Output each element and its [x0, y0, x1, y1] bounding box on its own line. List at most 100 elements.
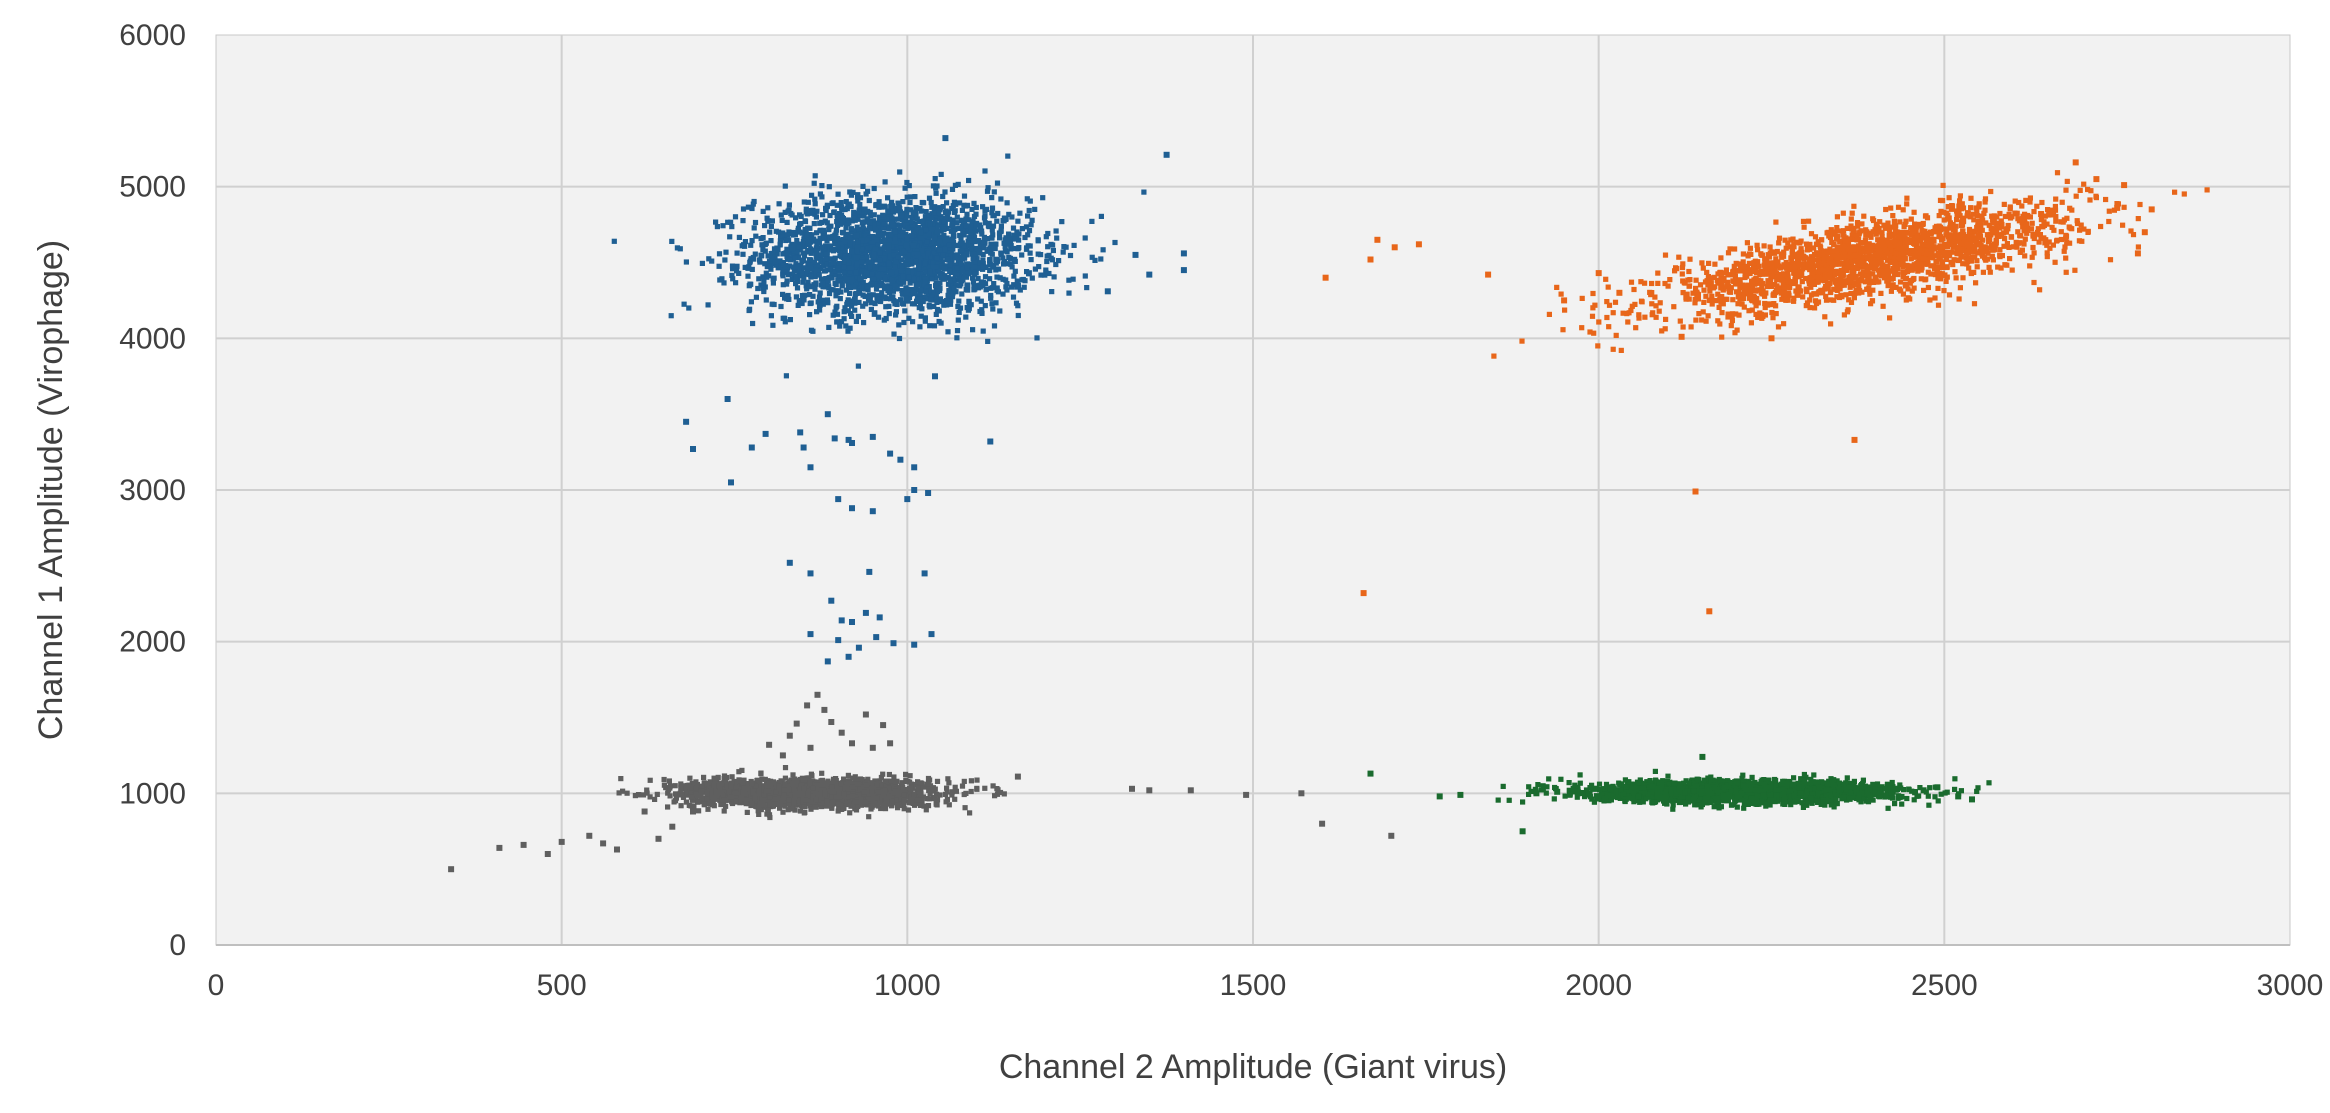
data-point [1590, 290, 1596, 297]
data-point [926, 288, 932, 294]
data-point [916, 305, 922, 311]
data-point [1776, 274, 1783, 280]
data-point [1595, 270, 1602, 277]
data-point [904, 209, 910, 215]
data-point [1935, 275, 1941, 281]
data-point [932, 204, 938, 210]
data-point [987, 257, 993, 264]
data-point [882, 294, 888, 300]
data-point [701, 785, 708, 791]
data-point [1834, 225, 1840, 231]
data-point [909, 301, 915, 307]
data-point [683, 259, 689, 265]
data-point [901, 248, 907, 255]
data-point [1737, 268, 1743, 274]
data-point [1560, 327, 1566, 333]
data-point [1763, 271, 1769, 277]
data-point [2022, 216, 2028, 222]
data-point [941, 265, 947, 271]
data-point [1678, 333, 1685, 340]
data-point [954, 265, 960, 271]
data-point [877, 293, 883, 299]
data-point [1989, 213, 1995, 219]
data-point [2037, 287, 2043, 293]
data-point [1938, 208, 1944, 214]
data-point [2016, 199, 2022, 206]
data-point [915, 281, 921, 288]
data-point [971, 200, 977, 206]
data-point [2078, 222, 2084, 228]
data-point [1045, 230, 1051, 237]
data-point [934, 183, 940, 189]
data-point [1866, 280, 1873, 286]
data-point [1829, 259, 1835, 266]
data-point [1779, 296, 1785, 302]
data-point [935, 281, 942, 287]
data-point [847, 189, 853, 195]
data-point [1021, 284, 1027, 290]
data-point [1024, 269, 1030, 275]
data-point [1866, 264, 1873, 270]
data-point [816, 294, 823, 300]
data-point [863, 258, 869, 264]
data-point [1798, 246, 1804, 252]
data-point [1943, 226, 1949, 232]
data-point [1082, 235, 1088, 241]
data-point [1027, 198, 1033, 204]
data-point [1010, 225, 1017, 231]
data-point [1856, 283, 1862, 289]
data-point [1856, 243, 1862, 249]
data-point [904, 496, 911, 503]
data-point [784, 264, 790, 270]
data-point [989, 205, 996, 211]
data-point [1892, 228, 1899, 234]
data-point [1737, 277, 1743, 283]
data-point [824, 261, 831, 267]
data-point [1802, 275, 1808, 282]
data-point [1861, 213, 1867, 219]
data-point [1415, 241, 1422, 248]
data-point [1686, 268, 1692, 275]
data-point [1180, 250, 1187, 257]
data-point [1697, 282, 1704, 288]
data-point [1797, 240, 1803, 246]
data-point [1873, 243, 1879, 249]
data-point [2002, 213, 2008, 220]
data-point [845, 308, 851, 314]
data-point [1839, 254, 1845, 261]
data-point [1879, 230, 1885, 236]
data-point [829, 247, 835, 253]
data-point [930, 268, 936, 274]
data-point [1900, 246, 1906, 252]
data-point [1912, 253, 1918, 259]
data-point [964, 248, 970, 254]
data-point [2031, 235, 2037, 242]
data-point [778, 303, 784, 310]
data-point [1948, 206, 1955, 212]
data-point [732, 214, 739, 220]
data-point [1896, 234, 1902, 240]
data-point [1001, 240, 1007, 246]
data-point [740, 206, 747, 212]
data-point [793, 281, 799, 287]
data-point [1642, 280, 1648, 286]
data-point [1657, 300, 1663, 306]
data-point [1019, 252, 1025, 258]
data-point [923, 230, 929, 237]
data-point [2204, 187, 2210, 193]
data-point [1851, 244, 1857, 250]
data-point [920, 256, 926, 262]
data-point [906, 294, 913, 301]
data-point [1735, 301, 1741, 307]
data-point [1957, 193, 1963, 199]
data-point [1817, 243, 1823, 249]
data-point [868, 306, 874, 312]
data-point [847, 265, 853, 271]
data-point [991, 281, 997, 287]
data-point [1032, 266, 1038, 272]
data-point [1800, 218, 1807, 224]
data-point [1852, 252, 1858, 259]
data-point [2044, 250, 2050, 256]
data-point [1941, 217, 1947, 223]
data-point [786, 202, 792, 208]
